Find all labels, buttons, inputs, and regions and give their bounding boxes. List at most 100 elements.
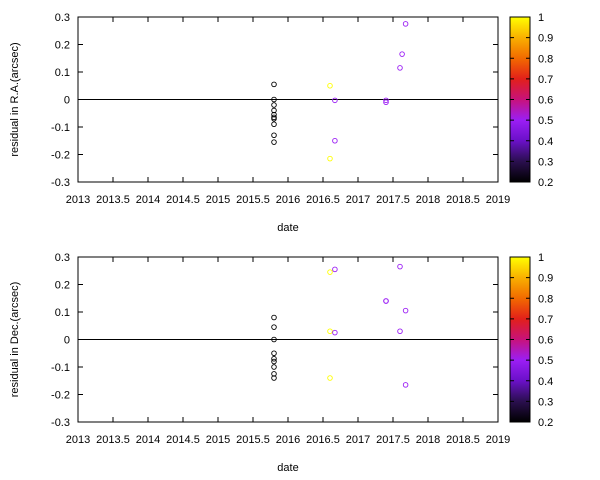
- dec-data-point: [402, 307, 409, 314]
- dec-y-tick-label: 0.3: [55, 252, 70, 264]
- ra-colorbar-tick-label: 0.4: [538, 136, 553, 148]
- ra-data-point: [327, 82, 333, 89]
- dec-x-axis-label: date: [277, 462, 298, 474]
- ra-colorbar-tick-label: 0.9: [538, 33, 553, 45]
- dec-data-point: [327, 375, 333, 381]
- dec-x-tick-label: 2013.5: [96, 434, 130, 446]
- dec-colorbar-tick-label: 0.5: [538, 355, 553, 367]
- dec-data-point: [327, 269, 333, 275]
- ra-y-tick-label: -0.2: [51, 150, 70, 162]
- ra-x-tick-label: 2018: [416, 194, 440, 206]
- dec-y-tick-label: -0.1: [51, 362, 70, 374]
- ra-y-tick-label: -0.3: [51, 177, 70, 189]
- dec-data-point: [332, 266, 338, 273]
- ra-x-tick-label: 2013.5: [96, 194, 130, 206]
- dec-x-tick-label: 2016: [276, 434, 300, 446]
- dec-y-tick-label: -0.2: [51, 390, 70, 402]
- dec-colorbar-tick-label: 0.3: [538, 396, 553, 408]
- dec-data-point: [271, 375, 277, 381]
- dec-x-tick-label: 2014.5: [166, 434, 200, 446]
- dec-colorbar-tick-label: 0.8: [538, 293, 553, 305]
- ra-colorbar-tick-label: 0.2: [538, 177, 553, 189]
- dec-colorbar-tick-label: 0.6: [538, 335, 553, 347]
- dec-data-point: [383, 298, 389, 304]
- dec-x-tick-label: 2018.5: [446, 434, 480, 446]
- ra-x-tick-label: 2016: [276, 194, 300, 206]
- ra-points: [271, 21, 409, 162]
- ra-x-tick-label: 2017: [346, 194, 370, 206]
- ra-data-point: [271, 102, 277, 108]
- dec-y-tick-label: -0.3: [51, 417, 70, 429]
- ra-data-point: [271, 121, 277, 127]
- ra-data-point: [383, 99, 389, 105]
- ra-x-tick-label: 2014.5: [166, 194, 200, 206]
- ra-data-point: [332, 97, 338, 104]
- ra-data-point: [271, 132, 277, 138]
- ra-data-point: [397, 65, 403, 71]
- ra-data-point: [383, 97, 389, 104]
- ra-colorbar-tick-label: 0.8: [538, 53, 553, 65]
- dec-data-point: [271, 336, 277, 343]
- ra-x-tick-label: 2015.5: [236, 194, 270, 206]
- dec-y-tick-label: 0.2: [55, 280, 70, 292]
- dec-residual-chart: -0.3 -0.2 -0.1 0 0.1 0.2 0.3 2013 2013.5 2014 201…: [9, 252, 553, 474]
- dec-data-point: [271, 350, 277, 357]
- ra-x-ticks: 2013 2013.5 2014 2014.5 2015 2015.5 2016 2016.5…: [66, 17, 510, 206]
- ra-data-point: [271, 139, 277, 145]
- dec-data-point: [271, 371, 277, 377]
- ra-x-tick-label: 2014: [136, 194, 160, 206]
- dec-data-point: [271, 358, 277, 365]
- dec-data-point: [271, 324, 277, 330]
- dec-data-point: [271, 364, 277, 370]
- dec-x-tick-label: 2019: [486, 434, 510, 446]
- dec-colorbar-tick-label: 0.7: [538, 314, 553, 326]
- dec-data-point: [397, 263, 403, 270]
- ra-colorbar-ticks: 1 0.9 0.8 0.7 0.6 0.5 0.4 0.3 0.2: [510, 12, 553, 189]
- dec-colorbar-tick-label: 0.2: [538, 417, 553, 429]
- ra-y-tick-label: 0.3: [55, 12, 70, 24]
- dec-colorbar-tick-label: 0.4: [538, 376, 553, 388]
- ra-x-tick-label: 2019: [486, 194, 510, 206]
- ra-residual-chart: -0.3-0.2-0.100.10.20.3 2013 2013.5 2014 201…: [9, 12, 553, 234]
- ra-colorbar-tick-label: 0.5: [538, 115, 553, 127]
- ra-colorbar-tick-label: 0.3: [538, 156, 553, 168]
- ra-x-tick-label: 2018.5: [446, 194, 480, 206]
- dec-x-tick-label: 2016.5: [306, 434, 340, 446]
- dec-y-tick-label: 0: [64, 335, 70, 347]
- dec-x-tick-label: 2013: [66, 434, 90, 446]
- dec-x-tick-label: 2014: [136, 434, 160, 446]
- dec-data-point: [332, 329, 338, 336]
- dec-x-tick-label: 2018: [416, 434, 440, 446]
- ra-x-tick-label: 2016.5: [306, 194, 340, 206]
- ra-colorbar-tick-label: 0.7: [538, 74, 553, 86]
- ra-data-point: [271, 96, 277, 103]
- dec-x-tick-label: 2017.5: [376, 434, 410, 446]
- dec-data-point: [271, 314, 277, 321]
- ra-y-axis-label: residual in R.A.(arcsec): [9, 42, 21, 156]
- ra-data-point: [271, 107, 277, 114]
- dec-points: [271, 263, 409, 388]
- ra-data-point: [402, 21, 409, 27]
- ra-x-tick-label: 2015: [206, 194, 230, 206]
- ra-y-tick-label: 0: [64, 95, 70, 107]
- ra-colorbar-tick-label: 1: [538, 12, 544, 24]
- dec-colorbar-ticks: 1 0.9 0.8 0.7 0.6 0.5 0.4 0.3 0.2: [510, 252, 553, 429]
- dec-y-tick-label: 0.1: [55, 307, 70, 319]
- ra-data-point: [327, 155, 333, 162]
- dec-x-tick-label: 2017: [346, 434, 370, 446]
- ra-y-tick-label: 0.2: [55, 40, 70, 52]
- ra-colorbar-tick-label: 0.6: [538, 95, 553, 107]
- ra-x-tick-label: 2013: [66, 194, 90, 206]
- dec-colorbar-tick-label: 1: [538, 252, 544, 264]
- ra-data-point: [332, 137, 338, 144]
- ra-data-point: [271, 81, 277, 88]
- ra-y-tick-label: -0.1: [51, 122, 70, 134]
- dec-data-point: [397, 328, 403, 335]
- dec-y-ticks: -0.3 -0.2 -0.1 0 0.1 0.2 0.3: [51, 252, 498, 429]
- ra-data-point: [271, 115, 277, 122]
- ra-y-ticks: -0.3 -0.2 -0.1 0 0.1 0.2 0.3: [51, 12, 498, 189]
- dec-data-point: [327, 328, 333, 335]
- ra-x-tick-label: 2017.5: [376, 194, 410, 206]
- dec-data-point: [271, 356, 277, 362]
